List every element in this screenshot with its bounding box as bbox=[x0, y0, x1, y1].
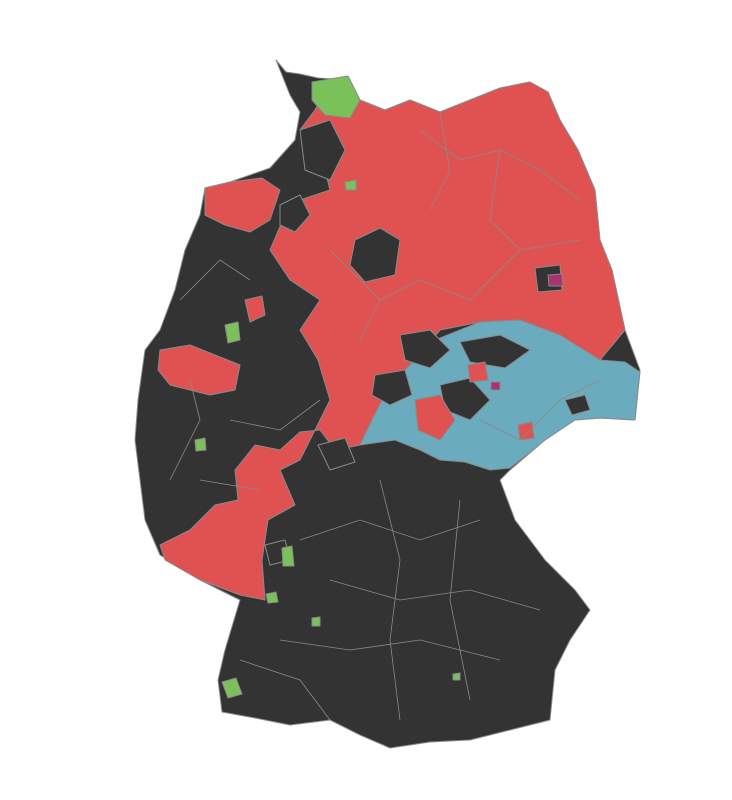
region-north-tip[interactable] bbox=[311, 75, 361, 119]
region-north-east[interactable] bbox=[159, 81, 626, 601]
enclave[interactable] bbox=[490, 381, 501, 391]
enclave[interactable] bbox=[279, 194, 311, 233]
region-north-west-coast[interactable] bbox=[204, 177, 281, 233]
enclave[interactable] bbox=[414, 394, 456, 441]
region-layer-a bbox=[157, 81, 626, 601]
enclave[interactable] bbox=[224, 321, 241, 344]
enclave[interactable] bbox=[349, 227, 401, 283]
enclave[interactable] bbox=[371, 369, 413, 406]
region-west-small[interactable] bbox=[244, 295, 266, 323]
region-rhine[interactable] bbox=[157, 344, 241, 396]
enclave[interactable] bbox=[194, 437, 207, 452]
enclave[interactable] bbox=[452, 672, 461, 681]
enclave[interactable] bbox=[517, 421, 535, 441]
enclave[interactable] bbox=[317, 437, 356, 471]
enclave[interactable] bbox=[281, 545, 295, 567]
region-layer-c bbox=[194, 75, 461, 699]
region-a-inclusions bbox=[414, 361, 535, 441]
enclave[interactable] bbox=[564, 394, 591, 416]
enclave[interactable] bbox=[547, 273, 564, 287]
district-borders bbox=[169, 111, 601, 721]
enclave[interactable] bbox=[459, 334, 531, 369]
enclave[interactable] bbox=[467, 361, 489, 383]
region-layer-d bbox=[490, 273, 564, 391]
enclave[interactable] bbox=[299, 119, 346, 181]
enclave[interactable] bbox=[399, 329, 451, 369]
enclave[interactable] bbox=[344, 179, 357, 191]
enclave[interactable] bbox=[221, 677, 243, 699]
enclave[interactable] bbox=[265, 591, 279, 604]
enclave[interactable] bbox=[311, 616, 321, 627]
